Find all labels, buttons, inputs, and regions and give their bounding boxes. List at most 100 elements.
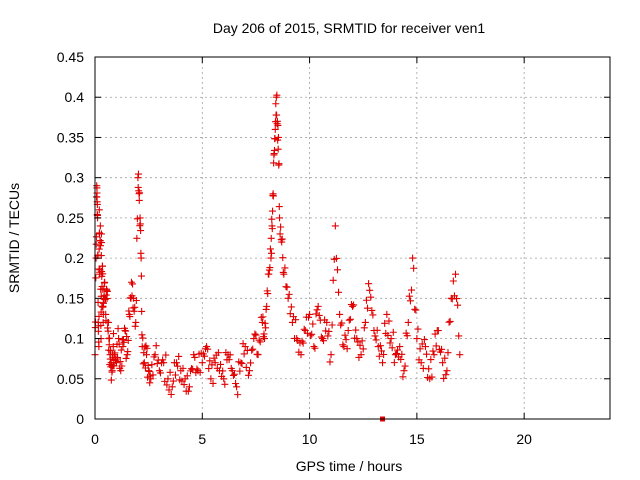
data-point (398, 350, 406, 358)
data-point (246, 367, 253, 375)
data-point (339, 341, 347, 349)
data-point (240, 350, 248, 358)
data-point (267, 234, 275, 242)
data-point (343, 345, 351, 353)
data-point (171, 371, 179, 379)
data-point (266, 264, 274, 272)
y-axis-ticks: 0 0.05 0.1 0.15 0.2 0.25 0.3 0.35 0.4 0.45 (57, 49, 610, 427)
data-point (95, 312, 103, 320)
data-point (115, 340, 123, 348)
data-point (285, 290, 293, 298)
data-point (361, 318, 369, 326)
data-point (173, 359, 181, 367)
data-point (449, 277, 457, 285)
data-point (273, 111, 281, 119)
data-point (134, 170, 142, 178)
data-point (116, 358, 124, 366)
data-point (275, 203, 283, 211)
data-point (262, 324, 270, 332)
data-point (145, 367, 153, 375)
y-tick-label: 0 (76, 411, 84, 427)
data-point (386, 339, 394, 347)
data-point (139, 360, 147, 368)
y-tick-label: 0.35 (57, 129, 84, 145)
data-point (102, 310, 110, 318)
data-point (349, 302, 356, 310)
data-point (270, 159, 278, 167)
data-point (131, 303, 139, 311)
data-point (396, 343, 404, 351)
data-point (286, 310, 294, 318)
data-point (146, 379, 154, 387)
data-point (156, 369, 164, 377)
data-point (271, 125, 279, 133)
data-point (453, 295, 461, 303)
data-point (309, 320, 317, 328)
data-point (236, 367, 244, 375)
x-tick-label: 20 (516, 431, 532, 447)
data-point (133, 234, 141, 242)
data-point (306, 310, 314, 318)
data-point (388, 344, 396, 352)
data-point (360, 324, 368, 332)
y-tick-label: 0.4 (65, 89, 85, 105)
data-point (111, 349, 119, 357)
data-point (389, 328, 397, 336)
y-tick-label: 0.05 (57, 371, 84, 387)
data-point (191, 353, 199, 361)
data-point (110, 330, 118, 338)
data-point (183, 372, 191, 380)
data-point (153, 360, 161, 368)
data-point (353, 335, 361, 343)
data-point (383, 310, 391, 318)
data-point (399, 373, 407, 381)
data-point (211, 359, 219, 367)
data-point (421, 343, 429, 351)
data-point (385, 317, 393, 325)
data-point (276, 214, 284, 222)
data-point (270, 146, 278, 154)
y-tick-label: 0.1 (65, 331, 85, 347)
data-point (284, 294, 292, 302)
data-point (241, 343, 249, 351)
data-point (420, 336, 428, 344)
data-point (95, 245, 103, 253)
data-point (328, 321, 336, 329)
data-point (117, 346, 125, 354)
data-point (167, 390, 175, 398)
data-point (445, 318, 453, 326)
data-point (278, 235, 286, 243)
data-point (193, 365, 201, 373)
data-point (430, 351, 438, 359)
data-point (323, 318, 331, 326)
data-point (277, 223, 285, 231)
data-point (168, 383, 176, 391)
data-point (336, 310, 344, 318)
data-point (375, 352, 383, 360)
data-point (381, 319, 389, 327)
data-point (313, 306, 321, 314)
data-point (263, 302, 271, 310)
data-point (123, 332, 131, 340)
data-point (259, 313, 267, 321)
data-point (275, 160, 283, 168)
plot-frame (94, 56, 611, 420)
data-point (364, 304, 372, 312)
data-point (255, 336, 263, 344)
data-point (217, 360, 225, 368)
data-point (98, 239, 106, 247)
data-point (452, 270, 459, 278)
data-point (400, 367, 408, 375)
data-point (149, 371, 157, 379)
data-point (127, 278, 135, 286)
data-point (425, 365, 433, 373)
data-point (166, 368, 174, 376)
data-point (261, 335, 269, 343)
data-point (376, 342, 384, 350)
data-point (373, 326, 381, 334)
data-point (165, 386, 173, 394)
data-point (95, 206, 103, 214)
data-point (136, 214, 144, 222)
data-point (179, 364, 187, 372)
data-point (327, 351, 335, 359)
